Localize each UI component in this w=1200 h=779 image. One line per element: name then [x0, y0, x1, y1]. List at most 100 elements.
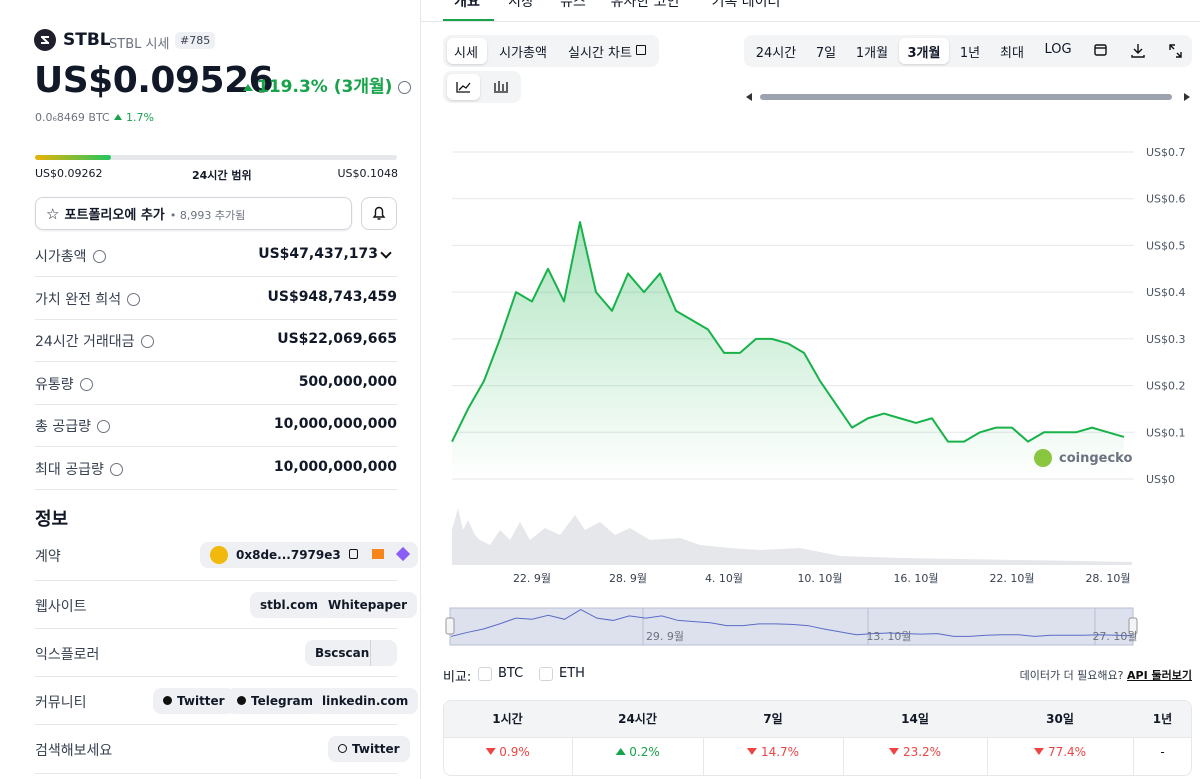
range-option[interactable]: 1개월: [855, 46, 889, 61]
coin-logo: [34, 29, 56, 51]
stat-label-text: 총 공급량: [35, 419, 91, 436]
link-chip[interactable]: 0x8de...7979e3: [200, 542, 418, 568]
explorer-dropdown[interactable]: [370, 640, 397, 666]
chart-tab[interactable]: 시가총액: [499, 46, 547, 61]
portfolio-button[interactable]: ☆ 포트폴리오에 추가 • 8,993 추가됨: [35, 197, 352, 230]
table-header: 14일: [901, 712, 929, 726]
price-area: [452, 222, 1124, 480]
range-option[interactable]: 7일: [815, 46, 837, 61]
chip-text: Whitepaper: [328, 598, 408, 612]
x-tick-label: 10. 10월: [797, 572, 842, 585]
coin-symbol: STBL: [63, 30, 111, 50]
tab[interactable]: 개요: [454, 0, 480, 10]
table-value: 23.2%: [888, 745, 941, 759]
chip-text: Twitter: [177, 694, 225, 708]
stat-label-text: 최대 공급량: [35, 462, 104, 478]
navigator-handle[interactable]: [1128, 617, 1138, 635]
active-chart-tab: [447, 38, 487, 64]
stat-label: 시가총액: [35, 246, 106, 266]
volume-area: [452, 508, 1132, 565]
tab[interactable]: 유사한 코인: [610, 0, 680, 10]
stat-label-text: 24시간 거래대금: [35, 334, 135, 351]
stat-label-text: 유통량: [35, 376, 74, 393]
scrollbar[interactable]: [744, 90, 1192, 104]
info-icon: [127, 292, 141, 306]
tab[interactable]: 시장: [508, 0, 534, 10]
link-chip[interactable]: Twitter: [153, 688, 235, 714]
toolbar-icons[interactable]: [1090, 41, 1190, 61]
chart-tab[interactable]: 시세: [454, 46, 478, 61]
chip-text: Bscscan: [315, 646, 370, 660]
x-tick-label: 16. 10월: [893, 572, 938, 585]
down-arrow: [888, 748, 899, 755]
table-value-text: 14.7%: [760, 745, 800, 759]
price-line: [451, 221, 1125, 443]
candle-type-button[interactable]: [487, 74, 515, 100]
tab[interactable]: 기록 데이터: [711, 0, 781, 10]
tab[interactable]: 뉴스: [560, 0, 586, 10]
range-option[interactable]: 24시간: [755, 46, 797, 61]
portfolio-label: 포트폴리오에 추가: [64, 208, 165, 223]
separator: [35, 724, 397, 725]
table-value-text: 0.9%: [499, 745, 530, 759]
watermark-logo: [1034, 449, 1052, 467]
star-icon: ☆: [46, 205, 60, 223]
api-link[interactable]: API 둘러보기: [1127, 669, 1192, 682]
table-header: 30일: [1046, 712, 1074, 726]
chain-icon: [395, 546, 410, 562]
divider: [420, 0, 421, 779]
table-header: 1년: [1152, 712, 1173, 726]
stat-label-text: 시가총액: [35, 249, 87, 265]
range-option[interactable]: 3개월: [907, 46, 941, 61]
separator: [35, 403, 397, 405]
x-tick-label: 28. 9월: [609, 572, 647, 585]
table-header: 24시간: [618, 712, 657, 726]
navigator-line: [450, 608, 1133, 637]
info-icon: [96, 420, 110, 434]
checkbox[interactable]: [539, 667, 553, 681]
table-header: 7일: [763, 712, 783, 726]
info-label: 커뮤니티: [35, 695, 87, 711]
price: US$0.09526: [34, 60, 274, 101]
expand-chevron[interactable]: [380, 247, 392, 259]
navigator-handle[interactable]: [445, 617, 455, 635]
link-chip[interactable]: Telegram: [227, 688, 324, 714]
x-tick-label: 4. 10월: [705, 572, 743, 585]
range-option[interactable]: 최대: [1000, 46, 1024, 61]
chart-tab[interactable]: 실시간 차트: [568, 46, 632, 61]
table-value: -: [1160, 745, 1164, 759]
info-label: 웹사이트: [35, 599, 87, 615]
up-arrow: [243, 84, 253, 91]
up-arrow: [615, 748, 626, 755]
separator: [35, 628, 397, 629]
table-value: 0.9%: [485, 745, 530, 759]
alert-button[interactable]: [361, 197, 397, 230]
info-label: 계약: [35, 549, 61, 565]
line-type-button[interactable]: [447, 74, 480, 100]
range-option[interactable]: LOG: [1044, 42, 1072, 57]
compare-label: 비교:: [443, 670, 472, 685]
link-chip[interactable]: stbl.com: [250, 592, 329, 618]
watermark: coingecko: [1059, 451, 1132, 466]
stat-label: 최대 공급량: [35, 459, 123, 479]
range-group: [744, 35, 1192, 67]
navigator[interactable]: [449, 607, 1134, 646]
down-arrow: [746, 748, 757, 755]
info-title: 정보: [35, 509, 69, 530]
link-chip[interactable]: Twitter: [328, 736, 410, 762]
range-option[interactable]: 1년: [959, 46, 981, 61]
info-icon: [398, 81, 412, 94]
link-chip[interactable]: Bscscan: [305, 640, 380, 666]
table-value-text: -: [1160, 745, 1165, 759]
tab-underline: [443, 19, 494, 22]
checkbox[interactable]: [478, 667, 492, 681]
stat-value: US$47,437,173: [258, 246, 378, 262]
navigator-label: 13. 10월: [866, 630, 911, 643]
link-chip[interactable]: Whitepaper: [318, 592, 418, 618]
api-prompt: 데이터가 더 필요해요? API 둘러보기: [1020, 667, 1192, 683]
separator: [35, 318, 397, 320]
info-icon: [109, 463, 123, 476]
btc-price: 0.0₆8469 BTC: [35, 111, 110, 124]
link-chip[interactable]: linkedin.com: [312, 688, 419, 714]
btc-change: 1.7%: [114, 111, 154, 124]
